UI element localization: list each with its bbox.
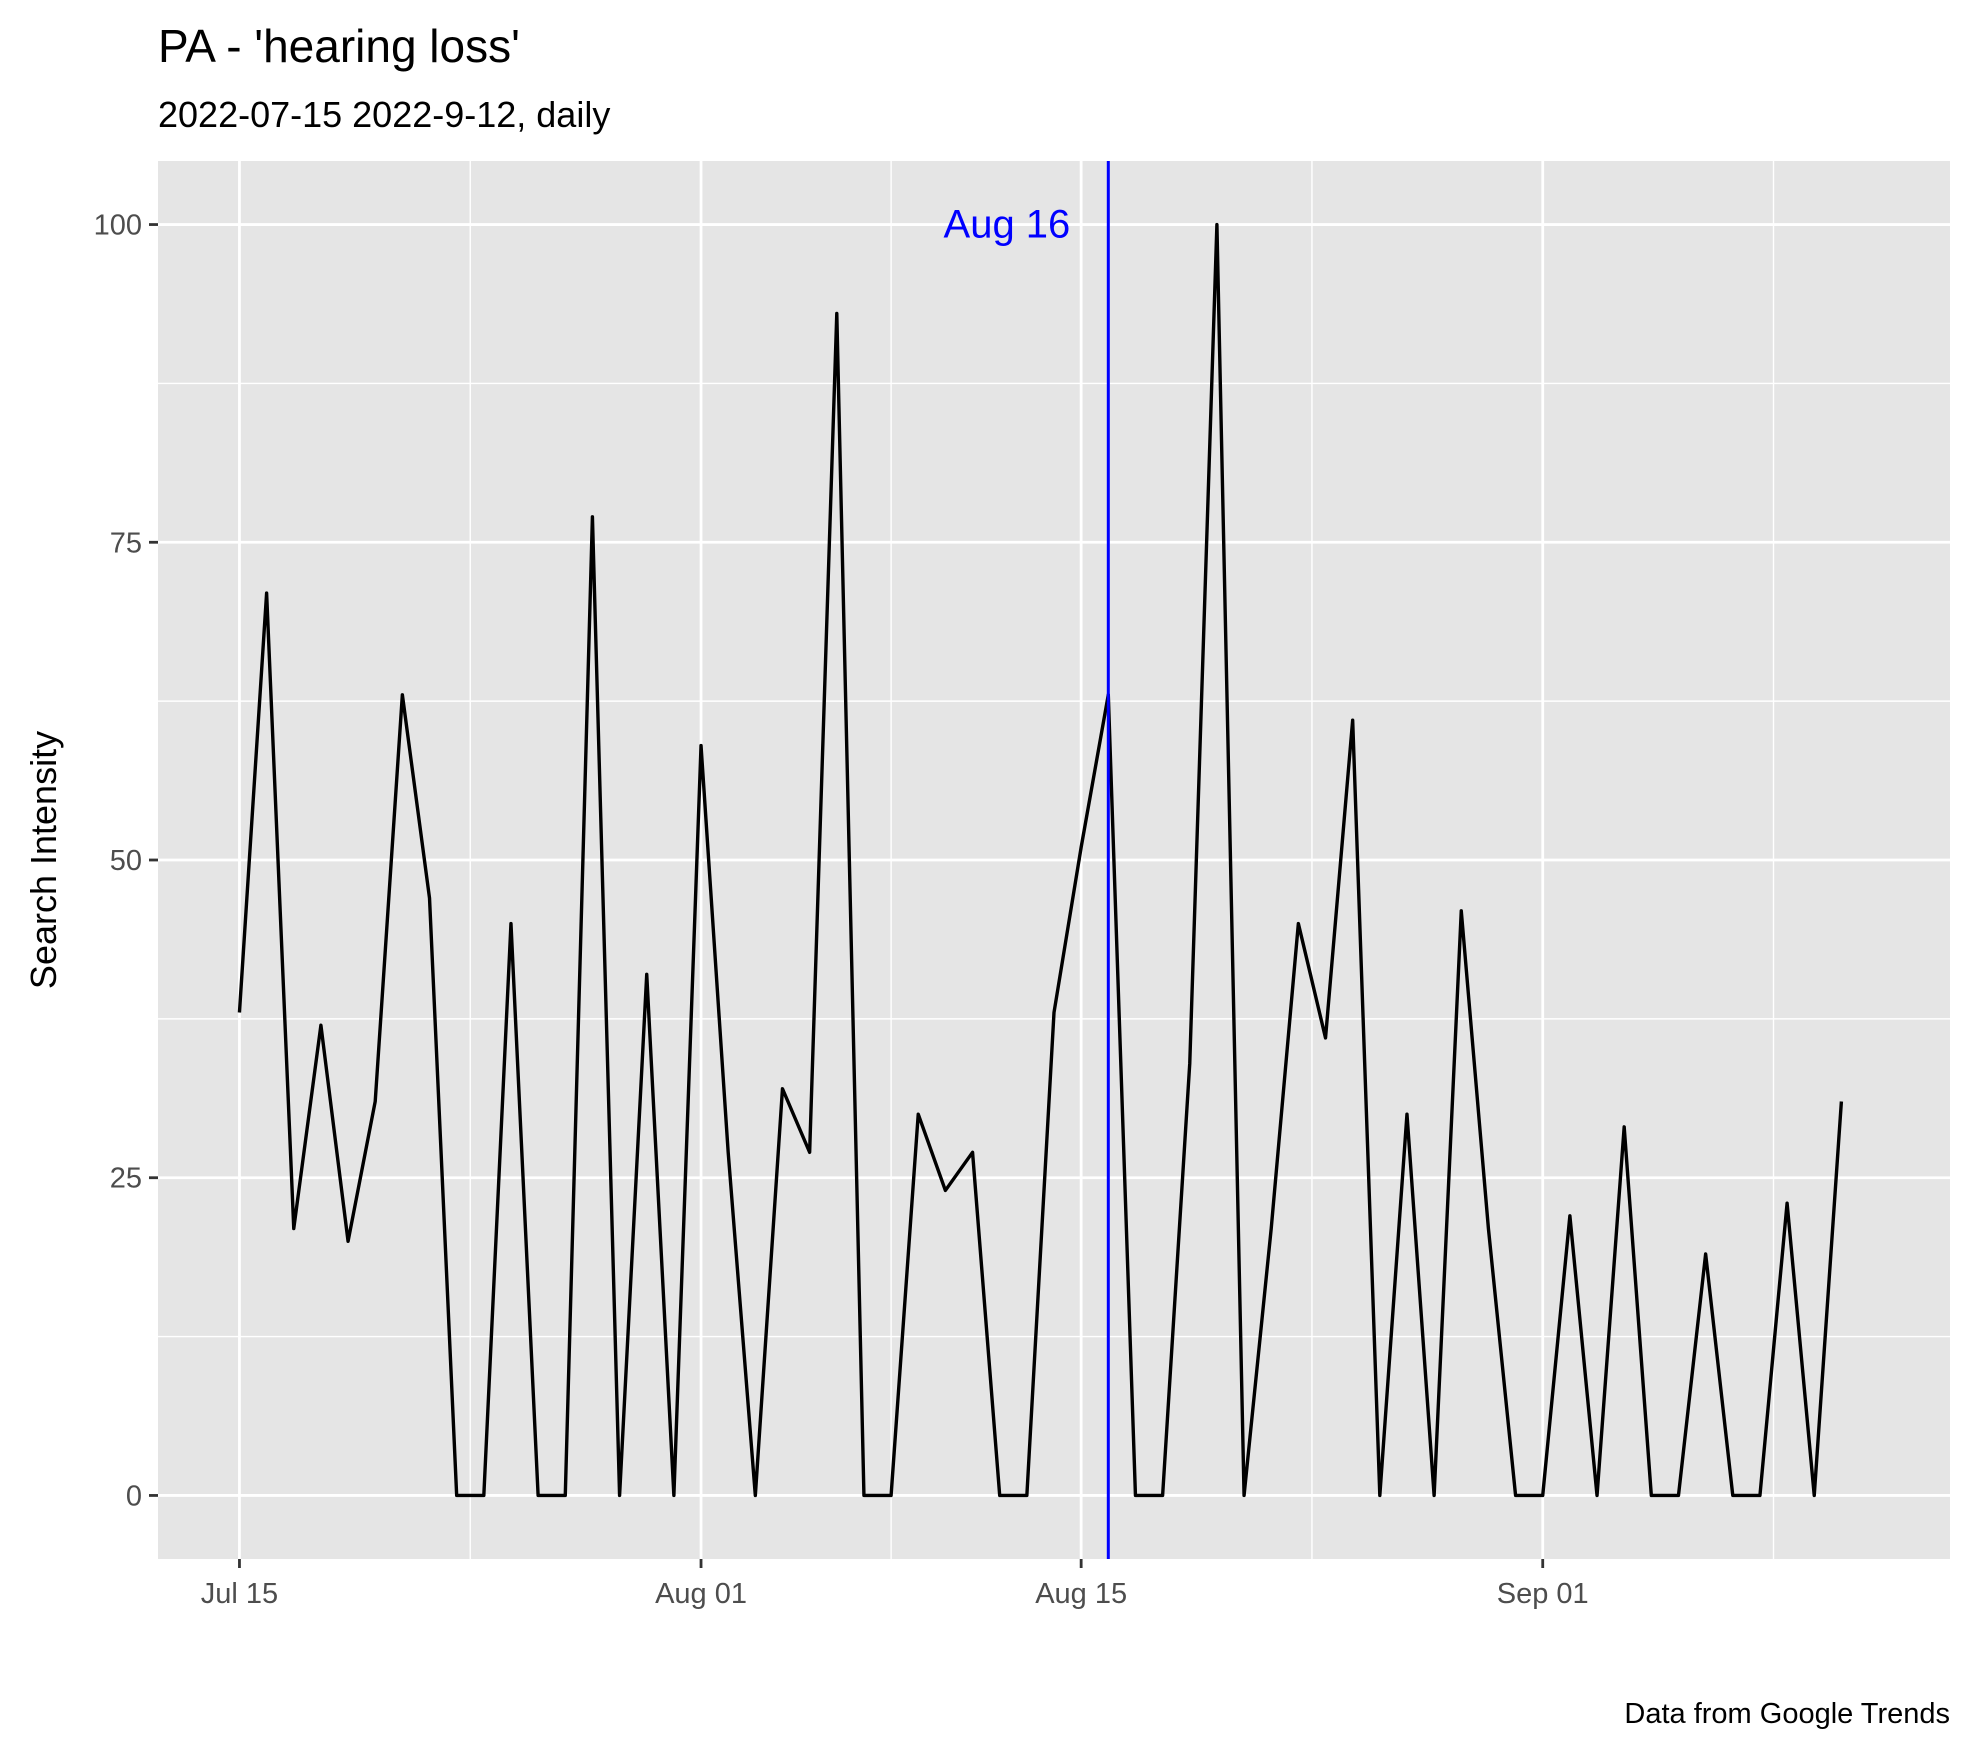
y-tick-label: 75: [110, 527, 142, 559]
x-axis: Jul 15 Aug 01 Aug 15 Sep 01: [201, 1559, 1589, 1610]
vline-label: Aug 16: [944, 203, 1071, 247]
y-axis: 0 25 50 75 100: [94, 210, 158, 1512]
series-line: [237, 222, 1844, 1498]
vline-layer: Aug 16: [944, 161, 1110, 1559]
y-tick-label: 25: [110, 1163, 142, 1195]
y-tick-label: 0: [126, 1480, 142, 1512]
chart-title: PA - 'hearing loss': [158, 20, 520, 72]
caption: Data from Google Trends: [1624, 1698, 1950, 1730]
x-tick-label: Aug 01: [655, 1578, 747, 1610]
y-tick-label: 50: [110, 845, 142, 877]
y-axis-title: Search Intensity: [23, 731, 64, 989]
chart-subtitle: 2022-07-15 2022-9-12, daily: [158, 94, 610, 135]
x-tick-label: Jul 15: [201, 1578, 278, 1610]
y-tick-label: 100: [94, 210, 142, 242]
x-tick-label: Aug 15: [1035, 1578, 1127, 1610]
x-tick-label: Sep 01: [1497, 1578, 1589, 1610]
